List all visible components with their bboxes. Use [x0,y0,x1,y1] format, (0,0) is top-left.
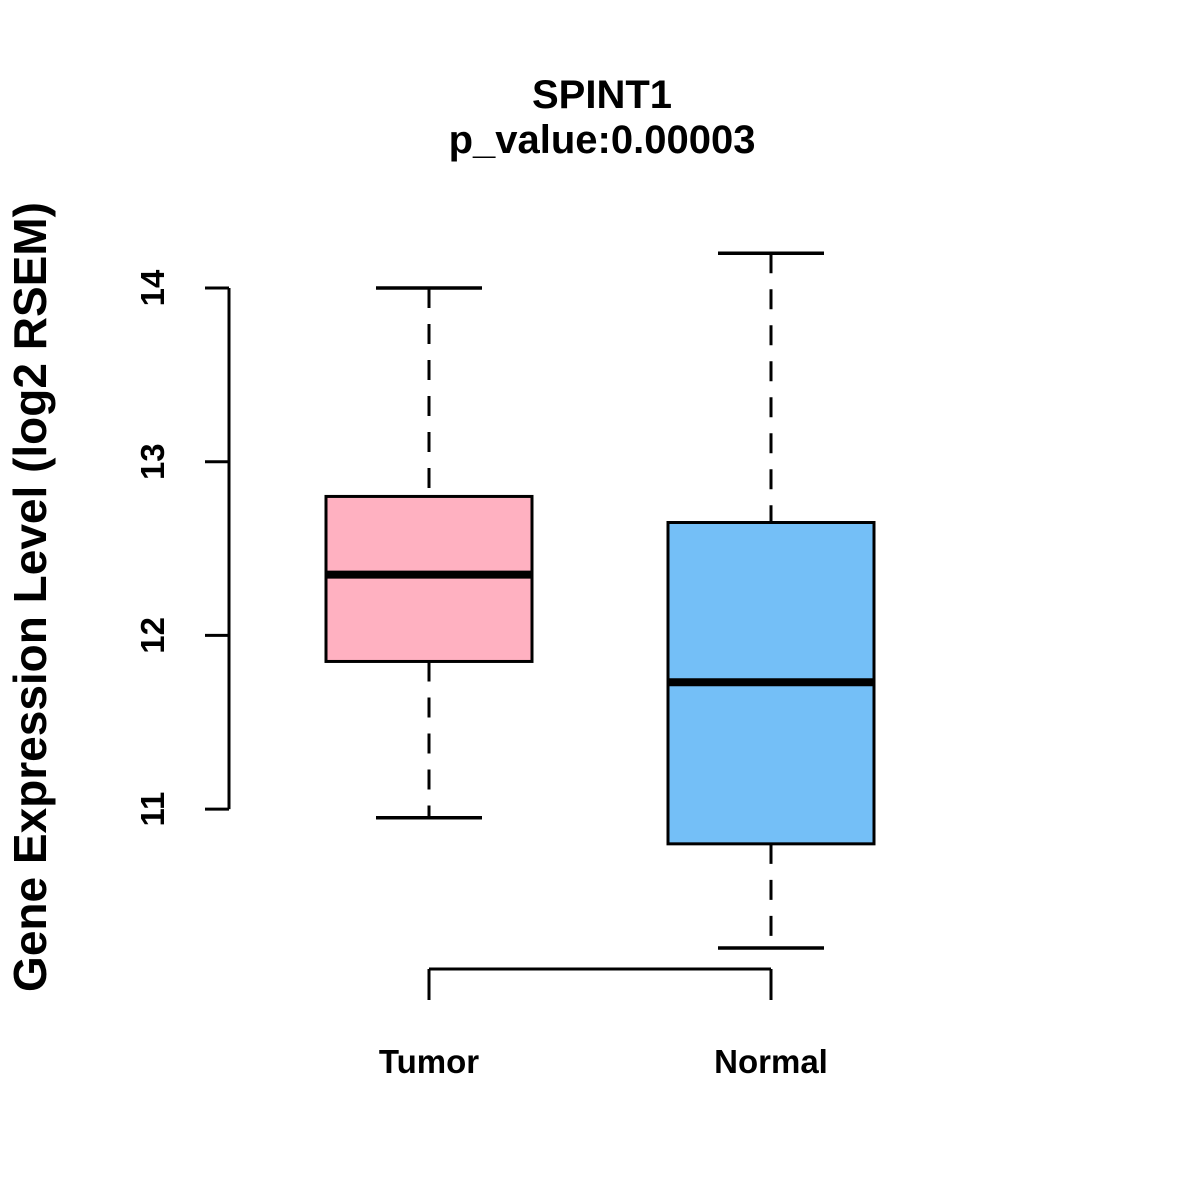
boxplot-group-normal [666,251,876,950]
boxplot-group-tumor [324,286,534,820]
y-tick-label-13: 13 [134,443,171,480]
y-axis: 11 12 13 14 [134,269,231,827]
category-label-normal: Normal [714,1043,828,1080]
plot-area [324,251,876,950]
y-tick-label-11: 11 [134,792,171,827]
box-tumor [324,494,534,663]
chart-subtitle: p_value:0.00003 [449,118,756,162]
category-label-tumor: Tumor [379,1043,479,1080]
chart-title: SPINT1 [532,73,672,117]
y-tick-label-14: 14 [134,269,171,306]
y-tick-label-12: 12 [134,617,171,654]
x-axis: Tumor Normal [379,967,828,1080]
y-axis-label: Gene Expression Level (log2 RSEM) [4,202,56,992]
